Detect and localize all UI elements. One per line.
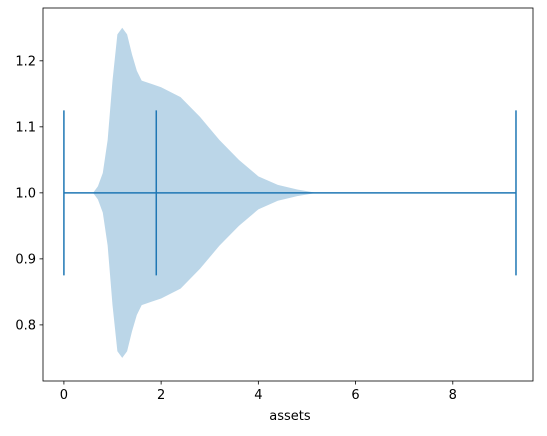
x-tick-label: 0 [60,388,68,403]
axes-frame [42,7,534,382]
x-tick-label: 6 [351,388,359,403]
y-tick-label: 1.1 [15,120,36,135]
x-tick-label: 8 [449,388,457,403]
y-tick-label: 1.2 [15,54,36,69]
x-tick-label: 4 [254,388,262,403]
y-tick-label: 0.8 [15,318,36,333]
y-tick-label: 0.9 [15,252,36,267]
y-tick-label: 1.0 [15,186,36,201]
x-axis-label: assets [269,409,311,424]
x-tick-label: 2 [157,388,165,403]
